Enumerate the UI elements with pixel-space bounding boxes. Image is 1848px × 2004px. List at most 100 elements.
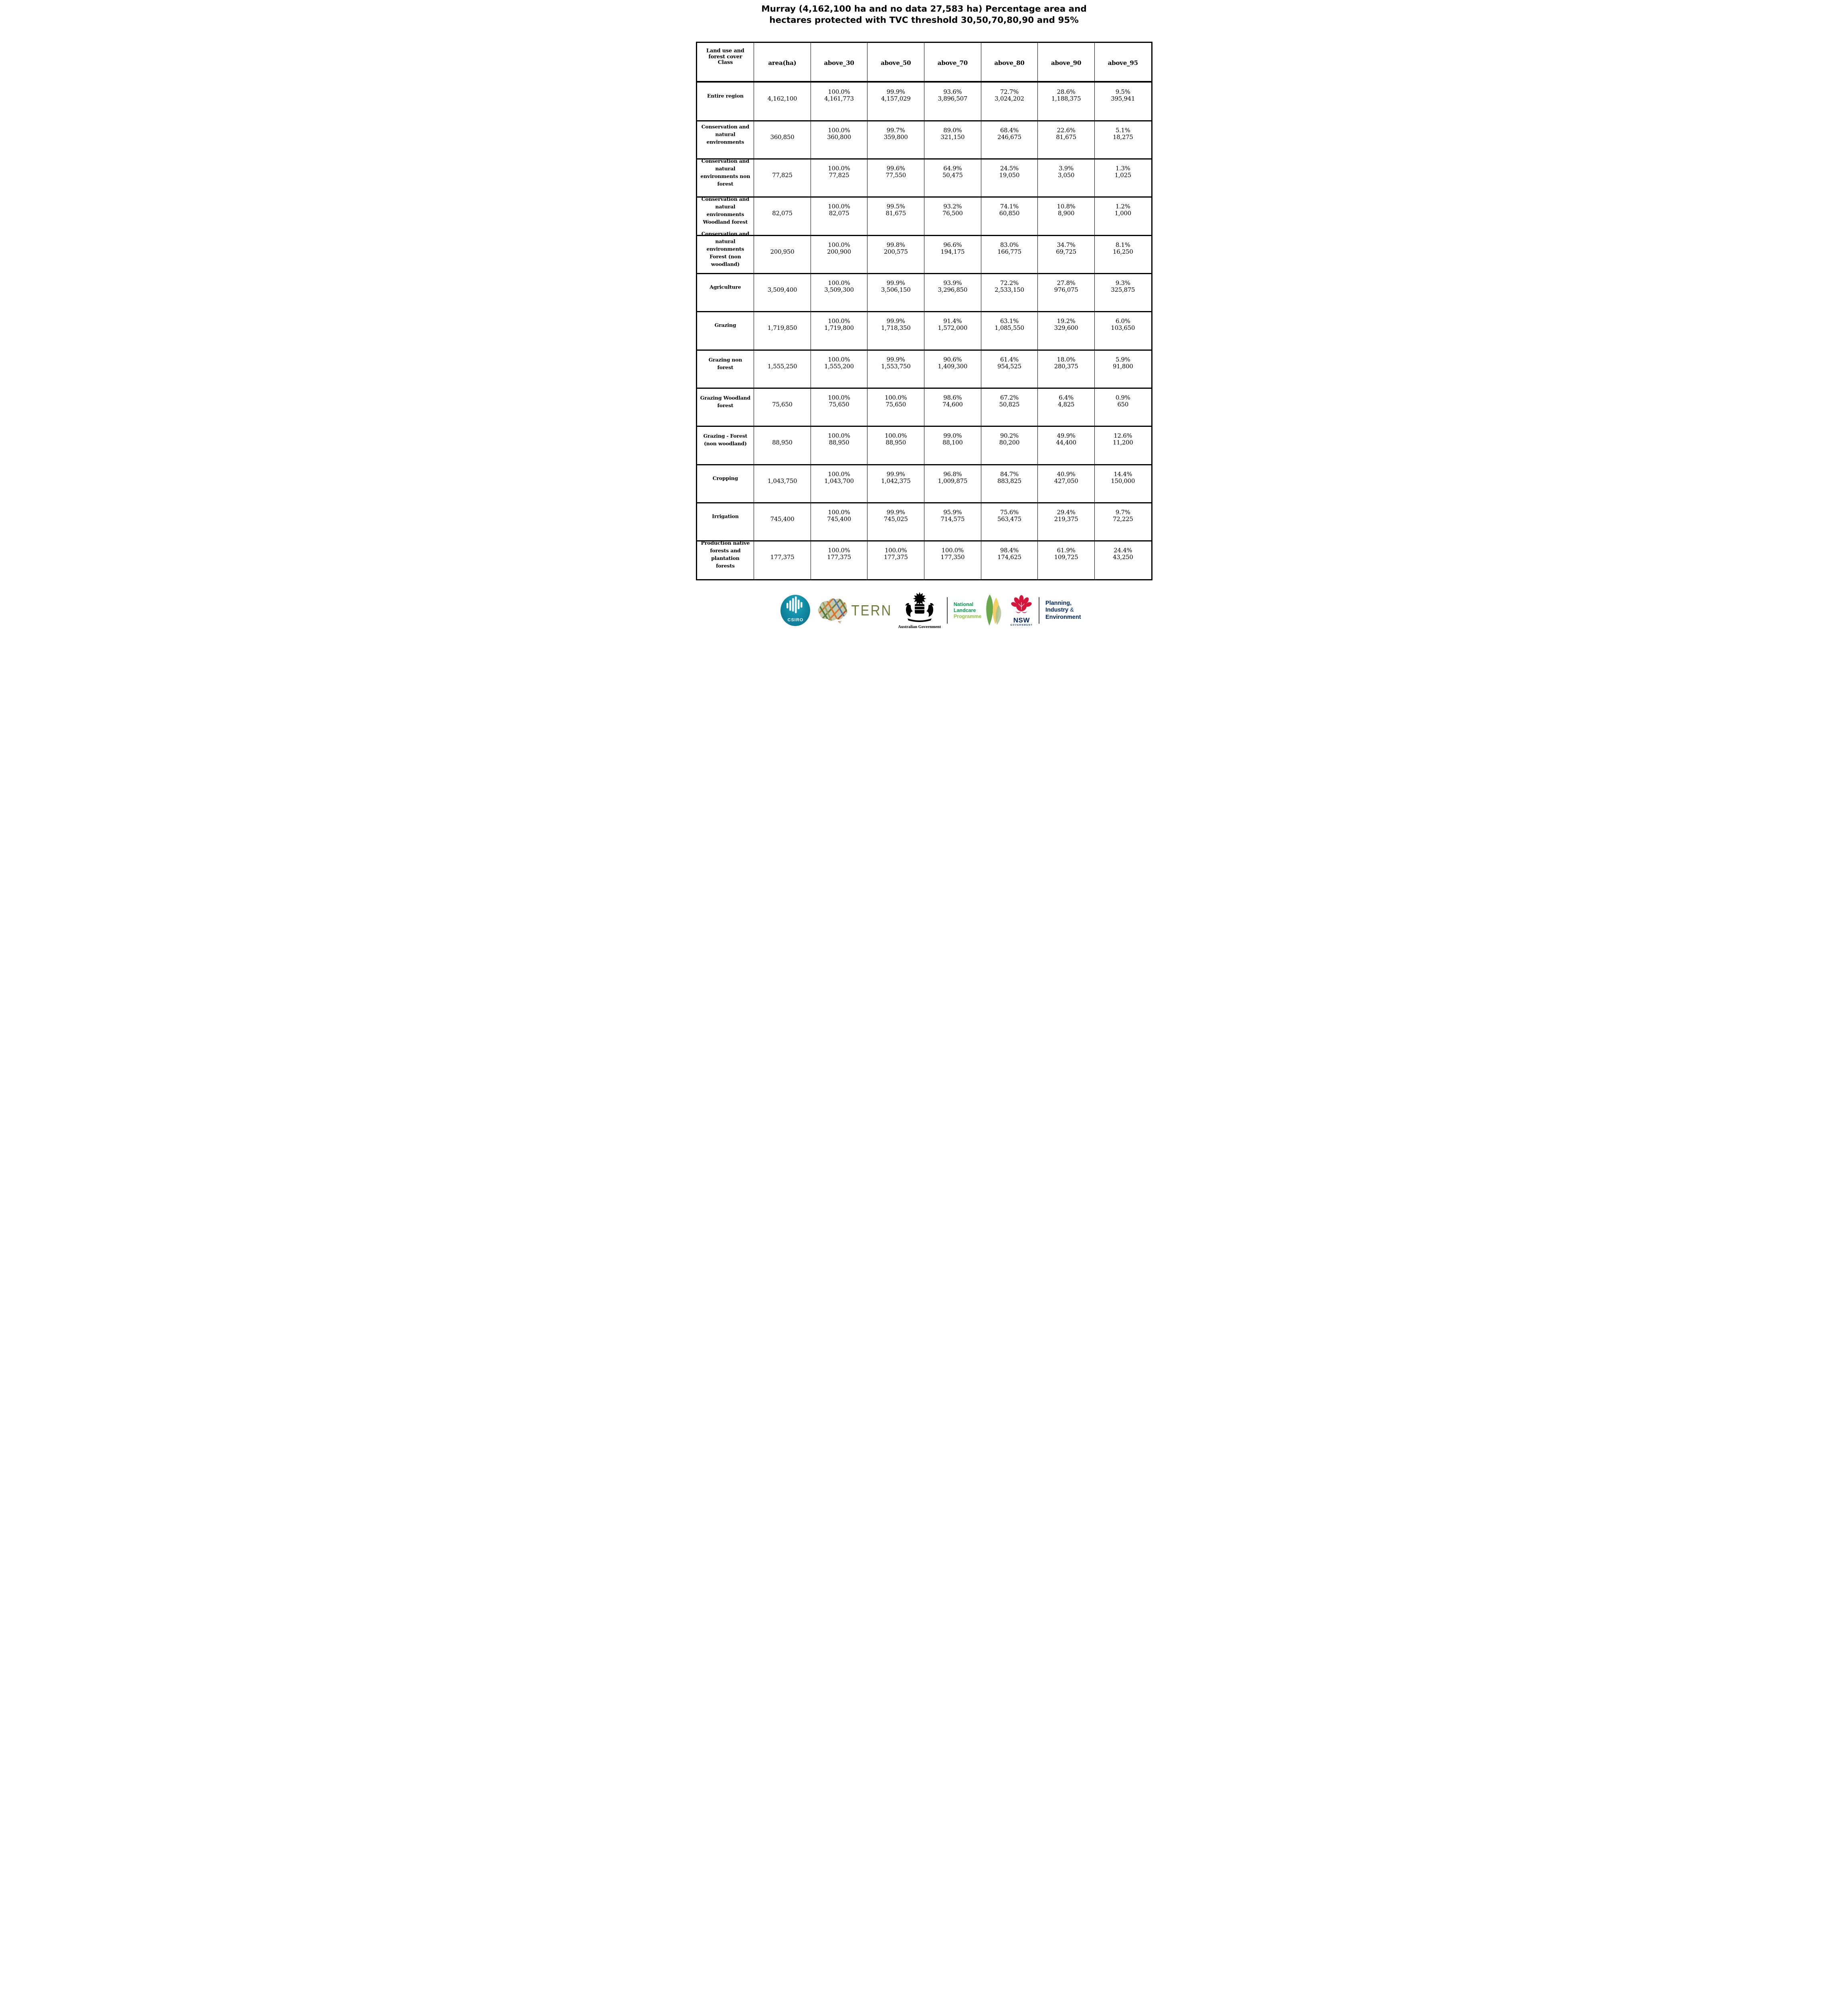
hectares-value: 4,825 <box>1057 400 1075 408</box>
above-90-cell: 19.2% 329,600 <box>1037 311 1094 350</box>
percent-value: 99.9% <box>886 356 905 363</box>
divider <box>947 597 948 624</box>
row-label: Cropping <box>712 475 738 481</box>
above-50-cell: 99.5% 81,675 <box>867 197 924 236</box>
area-cell: x1,043,750 <box>754 465 811 503</box>
table-row: Conservation and natural environments Fo… <box>696 231 1152 274</box>
percent-value: 61.9% <box>1057 547 1076 554</box>
above-50-cell: 99.9% 4,157,029 <box>867 83 924 121</box>
above-80-cell: 68.4% 246,675 <box>981 121 1038 159</box>
row-label-cell: Agriculture <box>697 274 754 312</box>
hectares-value: 246,675 <box>997 133 1021 141</box>
percent-value: 34.7% <box>1057 241 1076 248</box>
column-header: above_70 <box>924 43 981 81</box>
above-80-cell: 63.1% 1,085,550 <box>981 311 1038 350</box>
hectares-value: 166,775 <box>997 248 1021 255</box>
percent-value: 100.0% <box>828 547 850 554</box>
hectares-value: 75,650 <box>886 400 906 408</box>
percent-value: 61.4% <box>1000 356 1019 363</box>
hectares-value: 82,075 <box>829 210 849 217</box>
planning-line1: Planning, <box>1045 600 1072 606</box>
percent-value: 100.0% <box>828 279 850 287</box>
hectares-value: 359,800 <box>884 133 908 141</box>
above-90-cell: 6.4% 4,825 <box>1037 388 1094 426</box>
hectares-value: 69,725 <box>1056 248 1076 255</box>
above-80-cell: 84.7% 883,825 <box>981 465 1038 503</box>
percent-value: 24.4% <box>1114 547 1132 554</box>
above-50-cell: 99.9% 745,025 <box>867 503 924 541</box>
hectares-value: 395,941 <box>1111 95 1135 103</box>
row-label: Grazing non forest <box>708 356 742 370</box>
above-80-cell: 24.5% 19,050 <box>981 159 1038 197</box>
percent-value: 10.8% <box>1057 203 1076 210</box>
above-80-cell: 72.7% 3,024,202 <box>981 83 1038 121</box>
planning-line3: Environment <box>1045 614 1081 620</box>
hectares-value: 177,375 <box>827 554 851 561</box>
landcare-line3: Programme <box>953 613 982 619</box>
area-value: 82,075 <box>772 210 793 217</box>
percent-value: 9.3% <box>1115 279 1130 287</box>
percent-value: 90.6% <box>943 356 962 363</box>
hectares-value: 11,200 <box>1112 439 1133 446</box>
column-header: above_50 <box>867 43 924 81</box>
hectares-value: 43,250 <box>1112 554 1133 561</box>
percent-value: 93.6% <box>943 88 962 96</box>
percent-value: 1.2% <box>1115 203 1130 210</box>
percent-value: 40.9% <box>1057 470 1076 478</box>
above-50-cell: 99.9% 1,718,350 <box>867 311 924 350</box>
hectares-value: 1,553,750 <box>881 362 911 370</box>
above-70-cell: 100.0% 177,350 <box>924 541 981 580</box>
above-70-cell: 93.9% 3,296,850 <box>924 273 981 312</box>
hectares-value: 1,188,375 <box>1051 95 1081 103</box>
above-30-cell: 100.0% 77,825 <box>810 159 867 197</box>
above-80-cell: 61.4% 954,525 <box>981 350 1038 388</box>
above-90-cell: 22.6% 81,675 <box>1037 121 1094 159</box>
hectares-value: 91,800 <box>1112 362 1133 370</box>
hectares-value: 1,719,800 <box>824 324 854 332</box>
hectares-value: 976,075 <box>1054 286 1078 293</box>
above-95-cell: 5.1% 18,275 <box>1094 121 1151 159</box>
row-label-cell: Production native forests and plantation… <box>697 540 754 579</box>
above-30-cell: 100.0% 75,650 <box>810 388 867 426</box>
hectares-value: 18,275 <box>1112 133 1133 141</box>
australian-government-wordmark: Australian Government <box>898 624 941 629</box>
table-row: Grazing - Forest (non woodland) x88,950 … <box>696 426 1152 465</box>
hectares-value: 177,350 <box>940 554 965 561</box>
hectares-value: 1,718,350 <box>881 324 911 332</box>
percent-value: 100.0% <box>828 126 850 134</box>
table-row: Entire region x4,162,100 100.0%4,161,773… <box>697 83 1151 121</box>
percent-value: 99.5% <box>886 203 905 210</box>
area-value: 177,375 <box>770 554 795 561</box>
hectares-value: 1,409,300 <box>938 362 968 370</box>
hectares-value: 88,950 <box>829 439 849 446</box>
above-95-cell: 9.3% 325,875 <box>1094 273 1151 312</box>
area-cell: x177,375 <box>754 541 811 580</box>
table-row: Conservation and natural environments Wo… <box>696 196 1152 236</box>
percent-value: 100.0% <box>828 394 850 401</box>
above-50-cell: 99.9% 1,553,750 <box>867 350 924 388</box>
hectares-value: 3,896,507 <box>938 95 968 103</box>
hectares-value: 360,800 <box>827 133 851 141</box>
percent-value: 83.0% <box>1000 241 1019 248</box>
row-label: Agriculture <box>710 284 741 290</box>
above-80-cell: 67.2% 50,825 <box>981 388 1038 426</box>
hectares-value: 714,575 <box>940 515 965 523</box>
hectares-value: 19,050 <box>999 172 1020 179</box>
percent-value: 24.5% <box>1000 165 1019 172</box>
hectares-value: 200,900 <box>827 248 851 255</box>
row-label-cell: Grazing <box>697 312 754 350</box>
percent-value: 93.2% <box>943 203 962 210</box>
hectares-value: 3,024,202 <box>995 95 1024 103</box>
above-90-cell: 29.4% 219,375 <box>1037 503 1094 541</box>
above-90-cell: 49.9% 44,400 <box>1037 426 1094 465</box>
row-label-cell: Irrigation <box>697 503 754 541</box>
table-row: Conservation and natural environments x3… <box>696 120 1152 159</box>
page-title-line2: hectares protected with TVC threshold 30… <box>769 15 1079 25</box>
above-95-cell: 6.0% 103,650 <box>1094 311 1151 350</box>
area-value: 1,719,850 <box>767 324 797 332</box>
percent-value: 95.9% <box>943 508 962 516</box>
percent-value: 99.0% <box>943 432 962 440</box>
tern-wordmark: TERN <box>851 602 892 619</box>
column-header: Land use and forest cover Class <box>706 48 744 66</box>
percent-value: 75.6% <box>1000 508 1019 516</box>
